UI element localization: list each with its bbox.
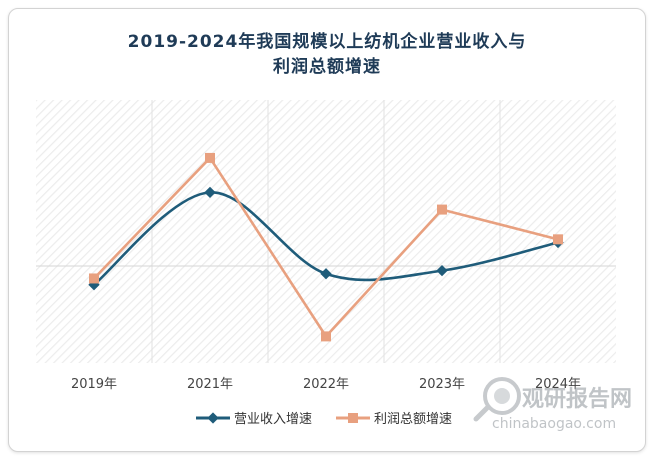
x-tick-label: 2021年 [187, 377, 233, 392]
legend-square-marker [348, 413, 358, 423]
x-tick-label: 2019年 [71, 377, 117, 392]
chart-title-line2: 利润总额增速 [273, 57, 381, 77]
x-tick-label: 2024年 [535, 377, 581, 392]
legend-item-revenue: 营业收入增速 [196, 412, 312, 427]
data-point-square [205, 152, 215, 163]
grid-lines [151, 100, 501, 363]
watermark-logo-icon [473, 377, 521, 422]
legend-diamond-marker [207, 412, 219, 424]
watermark-cn: 观研报告网 [522, 387, 632, 412]
watermark: 观研报告网 chinabaogao.com [473, 377, 632, 432]
x-tick-label: 2023年 [419, 377, 465, 392]
data-point-square [321, 331, 331, 342]
legend-item-profit: 利润总额增速 [336, 412, 452, 427]
series-layer [88, 152, 564, 342]
data-point-square [553, 234, 563, 245]
series-line-0 [93, 191, 559, 286]
data-point-diamond [320, 268, 332, 280]
plot-area [36, 100, 616, 363]
data-point-square [437, 204, 447, 215]
legend-label-revenue: 营业收入增速 [234, 412, 312, 427]
legend-label-profit: 利润总额增速 [374, 412, 452, 427]
data-point-diamond [204, 186, 216, 199]
chart-title-line1: 2019-2024年我国规模以上纺机企业营业收入与 [127, 32, 527, 52]
legend: 营业收入增速 利润总额增速 [196, 412, 452, 427]
data-point-square [89, 273, 99, 284]
x-axis-labels: 2019年 2021年 2022年 2023年 2024年 [71, 377, 581, 392]
watermark-url: chinabaogao.com [492, 416, 616, 432]
data-point-diamond [436, 264, 448, 277]
x-tick-label: 2022年 [303, 377, 349, 392]
